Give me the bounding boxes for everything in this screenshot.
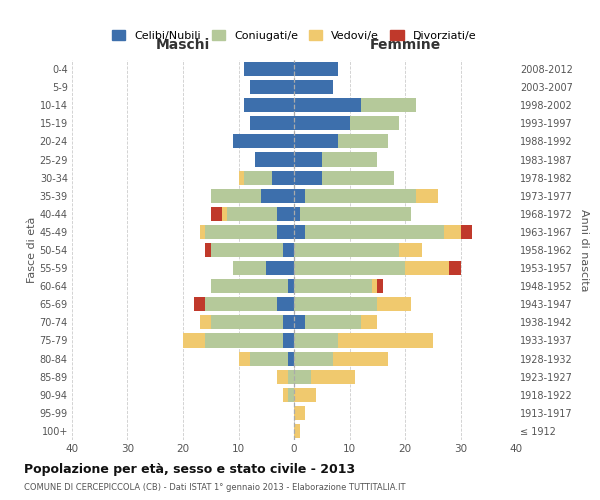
Bar (244, 62, 294, 76)
Bar (349, 116, 400, 130)
Y-axis label: Fasce di età: Fasce di età (26, 217, 37, 283)
Bar (461, 225, 472, 239)
Bar (294, 188, 305, 203)
Bar (266, 261, 294, 275)
Bar (294, 116, 349, 130)
Bar (294, 80, 333, 94)
Bar (294, 279, 372, 293)
Bar (294, 388, 316, 402)
Bar (211, 207, 222, 221)
Bar (294, 225, 305, 239)
Bar (233, 134, 294, 148)
Bar (294, 152, 322, 166)
Bar (222, 207, 227, 221)
Bar (183, 334, 205, 347)
Bar (239, 352, 250, 366)
Bar (244, 98, 294, 112)
Bar (322, 152, 377, 166)
Bar (205, 243, 211, 257)
Bar (200, 316, 211, 330)
Bar (416, 188, 438, 203)
Bar (211, 316, 283, 330)
Bar (299, 207, 410, 221)
Bar (233, 261, 266, 275)
Bar (289, 370, 294, 384)
Bar (311, 370, 355, 384)
Bar (361, 316, 377, 330)
Bar (250, 116, 294, 130)
Bar (449, 261, 461, 275)
Bar (294, 424, 299, 438)
Bar (283, 388, 289, 402)
Bar (244, 170, 272, 184)
Bar (194, 297, 205, 312)
Bar (272, 170, 294, 184)
Bar (294, 243, 400, 257)
Bar (294, 370, 311, 384)
Bar (294, 170, 322, 184)
Text: Popolazione per età, sesso e stato civile - 2013: Popolazione per età, sesso e stato civil… (24, 462, 355, 475)
Bar (277, 225, 294, 239)
Bar (205, 297, 277, 312)
Bar (294, 62, 338, 76)
Bar (289, 279, 294, 293)
Bar (294, 297, 377, 312)
Bar (305, 188, 416, 203)
Bar (294, 316, 305, 330)
Bar (239, 170, 244, 184)
Bar (294, 352, 333, 366)
Bar (305, 225, 444, 239)
Bar (361, 98, 416, 112)
Bar (250, 352, 289, 366)
Y-axis label: Anni di nascita: Anni di nascita (578, 209, 589, 291)
Text: Femmine: Femmine (370, 38, 440, 52)
Bar (294, 134, 338, 148)
Bar (250, 80, 294, 94)
Bar (333, 352, 388, 366)
Bar (294, 261, 405, 275)
Bar (277, 370, 289, 384)
Bar (277, 207, 294, 221)
Bar (444, 225, 461, 239)
Bar (377, 279, 383, 293)
Bar (205, 334, 283, 347)
Bar (277, 297, 294, 312)
Legend: Celibi/Nubili, Coniugati/e, Vedovi/e, Divorziati/e: Celibi/Nubili, Coniugati/e, Vedovi/e, Di… (110, 28, 478, 43)
Text: COMUNE DI CERCEPICCOLA (CB) - Dati ISTAT 1° gennaio 2013 - Elaborazione TUTTITAL: COMUNE DI CERCEPICCOLA (CB) - Dati ISTAT… (24, 482, 406, 492)
Text: Maschi: Maschi (156, 38, 210, 52)
Bar (305, 316, 361, 330)
Bar (338, 134, 388, 148)
Bar (377, 297, 410, 312)
Bar (294, 207, 299, 221)
Bar (283, 243, 294, 257)
Bar (372, 279, 377, 293)
Bar (289, 388, 294, 402)
Bar (338, 334, 433, 347)
Bar (255, 152, 294, 166)
Bar (211, 243, 283, 257)
Bar (205, 225, 277, 239)
Bar (211, 279, 289, 293)
Bar (200, 225, 205, 239)
Bar (294, 406, 305, 420)
Bar (227, 207, 277, 221)
Bar (405, 261, 449, 275)
Bar (400, 243, 422, 257)
Bar (211, 188, 260, 203)
Bar (294, 334, 338, 347)
Bar (294, 98, 361, 112)
Bar (260, 188, 294, 203)
Bar (283, 316, 294, 330)
Bar (289, 352, 294, 366)
Bar (322, 170, 394, 184)
Bar (283, 334, 294, 347)
